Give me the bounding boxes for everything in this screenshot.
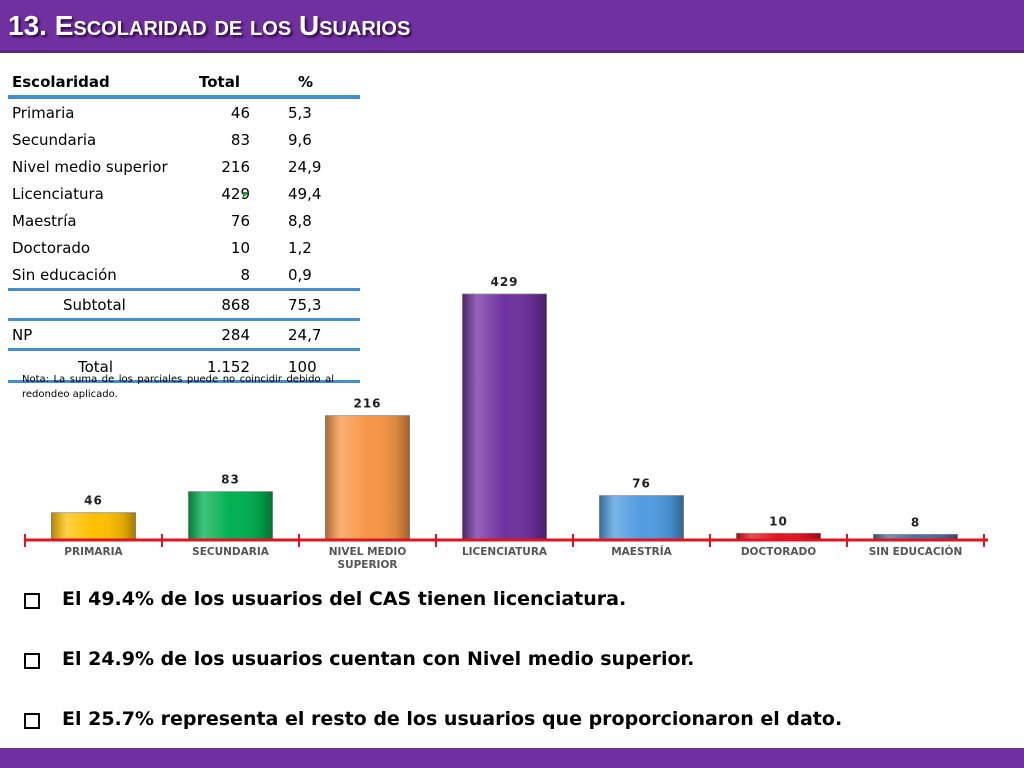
row-label: Maestría <box>12 212 77 230</box>
table-row: Primaria 46 5,3 <box>8 99 360 126</box>
x-tick-label: MAESTRÍA <box>611 545 672 558</box>
bar-group: 46 <box>51 494 136 540</box>
row-total: 216 <box>221 158 250 176</box>
bar-group: 429 <box>462 275 547 540</box>
bullet-text: El 25.7% representa el resto de los usua… <box>62 708 843 730</box>
row-label: Primaria <box>12 104 75 122</box>
total-label: Total <box>78 358 114 376</box>
bar-value-label: 8 <box>911 515 920 529</box>
table-note: Nota: La suma de los parciales puede no … <box>22 374 334 400</box>
bar-shading <box>325 415 410 539</box>
total-row: Total 1.152 100 <box>8 351 360 383</box>
bullet-text: El 49.4% de los usuarios del CAS tienen … <box>62 588 627 610</box>
subtotal-label: Subtotal <box>63 296 126 314</box>
bullet-item: El 24.9% de los usuarios cuentan con Niv… <box>24 648 1004 678</box>
title-bar: 13. Escolaridad de los Usuarios <box>0 0 1024 53</box>
x-tick-label: SECUNDARIA <box>192 546 270 558</box>
page-title: 13. Escolaridad de los Usuarios <box>8 10 411 41</box>
bar-group: 83 <box>188 473 273 540</box>
np-label: NP <box>12 326 33 344</box>
total-percent: 100 <box>288 358 317 376</box>
bar-value-label: 429 <box>490 275 518 289</box>
x-tick-label: NIVEL MEDIO <box>329 546 407 558</box>
x-tick-label: DOCTORADO <box>741 546 816 558</box>
row-percent: 5,3 <box>288 104 312 122</box>
table-row: Nivel medio superior 216 24,9 <box>8 153 360 180</box>
np-row: NP 284 24,7 <box>8 321 360 351</box>
header-percent: % <box>298 73 314 91</box>
footer-bar <box>0 748 1024 768</box>
total-total: 1.152 <box>207 358 250 376</box>
bar-chart: 46 83 216 429 76 10 8 PRIMARIA SECUNDARIA NIVEL … <box>24 275 988 571</box>
bar-value-label: 216 <box>353 397 381 411</box>
data-table: Escolaridad Total % Primaria 46 5,3 Secu… <box>8 66 360 383</box>
table-row: Secundaria 83 9,6 <box>8 126 360 153</box>
bar-shading <box>873 534 958 539</box>
table-row: Maestría 76 8,8 <box>8 207 360 234</box>
row-total: 83 <box>230 131 250 149</box>
checkbox-bullet-icon <box>24 593 40 609</box>
row-percent: 0,9 <box>288 266 312 284</box>
bar-group: 76 <box>599 477 684 540</box>
bullet-item: El 25.7% representa el resto de los usua… <box>24 708 1004 738</box>
bullet-text: El 24.9% de los usuarios cuentan con Niv… <box>62 648 695 670</box>
subtotal-total: 868 <box>221 296 250 314</box>
header-total: Total <box>199 73 240 91</box>
row-label: Sin educación <box>12 266 117 284</box>
subtotal-row: Subtotal 868 75,3 <box>8 291 360 321</box>
row-label: Doctorado <box>12 239 91 257</box>
row-label: Nivel medio superior <box>12 158 168 176</box>
bar-shading <box>462 294 547 539</box>
x-tick-label: SIN EDUCACIÓN <box>869 545 963 558</box>
row-total: 8 <box>240 266 250 284</box>
table-row: Sin educación 8 0,9 <box>8 261 360 291</box>
row-percent: 8,8 <box>288 212 312 230</box>
bar-value-label: 76 <box>632 477 651 491</box>
row-total: 76 <box>230 212 250 230</box>
bar-value-label: 46 <box>84 494 103 508</box>
np-total: 284 <box>221 326 250 344</box>
bullet-item: El 49.4% de los usuarios del CAS tienen … <box>24 588 1004 618</box>
subtotal-percent: 75,3 <box>288 296 322 314</box>
table-header: Escolaridad Total % <box>8 66 360 99</box>
row-label: Secundaria <box>12 131 97 149</box>
x-tick-label: SUPERIOR <box>338 559 398 571</box>
bar-value-label: 83 <box>221 473 240 487</box>
bar-shading <box>188 491 273 539</box>
row-percent: 49,4 <box>288 185 322 203</box>
row-total: 46 <box>230 104 250 122</box>
row-total: 429 <box>221 185 250 203</box>
row-percent: 9,6 <box>288 131 312 149</box>
bar-value-label: 10 <box>769 514 788 528</box>
x-tick-label: PRIMARIA <box>64 546 123 558</box>
row-percent: 1,2 <box>288 239 312 257</box>
x-tick-label: LICENCIATURA <box>462 546 548 558</box>
bar-shading <box>736 533 821 539</box>
cell-marker-icon <box>243 192 249 198</box>
bar-group: 10 <box>736 514 821 540</box>
bar-shading <box>51 512 136 539</box>
row-total: 10 <box>230 239 250 257</box>
table-row: Licenciatura 429 49,4 <box>8 180 360 207</box>
row-percent: 24,9 <box>288 158 322 176</box>
header-escolaridad: Escolaridad <box>12 73 110 91</box>
bar-shading <box>599 495 684 539</box>
row-label: Licenciatura <box>12 185 104 203</box>
np-percent: 24,7 <box>288 326 322 344</box>
checkbox-bullet-icon <box>24 713 40 729</box>
bar-group: 216 <box>325 397 410 540</box>
bullet-list: El 49.4% de los usuarios del CAS tienen … <box>24 588 1004 768</box>
bar-group: 8 <box>873 515 958 540</box>
table-row: Doctorado 10 1,2 <box>8 234 360 261</box>
checkbox-bullet-icon <box>24 653 40 669</box>
